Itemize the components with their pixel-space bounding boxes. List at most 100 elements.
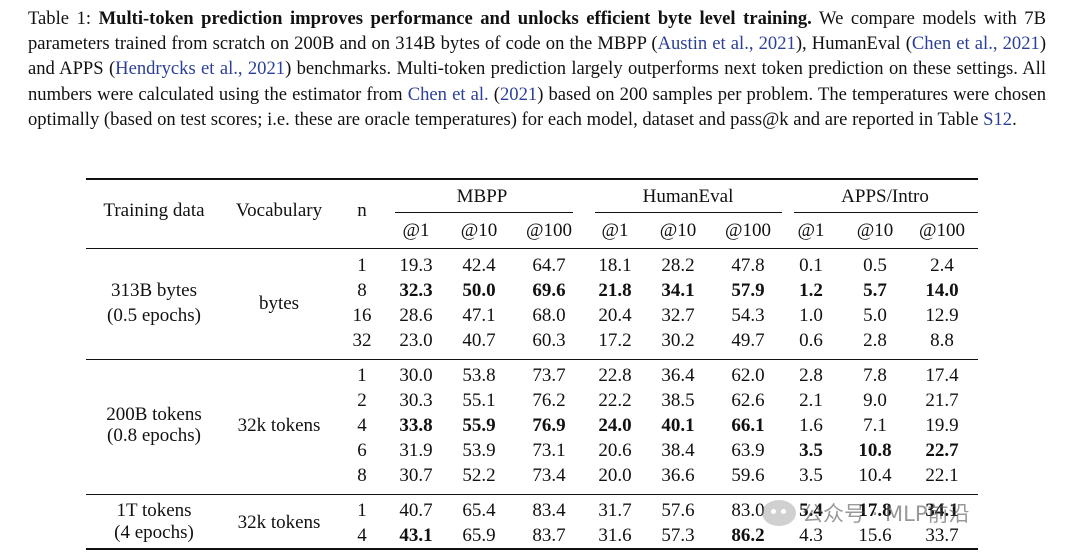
table-cell: 62.0 [731,365,765,386]
n-value: 8 [357,280,367,301]
training-data-label: (0.8 epochs) [107,425,201,446]
table-cell: 31.9 [399,440,433,461]
watermark: 公众号 · MLP前沿 [762,496,970,530]
table-cell: 33.7 [925,525,959,546]
caption-text: . [1012,108,1017,130]
table-cell: 40.1 [661,415,695,436]
group-header: APPS/Intro [841,186,929,207]
training-data-label: 1T tokens [116,500,192,521]
n-value: 16 [352,305,372,326]
vocabulary-label: bytes [258,293,300,314]
table-cell: 2.1 [799,390,823,411]
n-value: 4 [357,415,367,436]
table-cell: 32.7 [661,305,695,326]
table-cell: 73.1 [532,440,566,461]
table-cell: 40.7 [462,330,496,351]
table-cell: 20.0 [598,465,632,486]
vocabulary-label: 32k tokens [237,512,321,533]
table-cell: 31.7 [598,500,632,521]
n-value: 4 [357,525,367,546]
n-value: 1 [357,255,367,276]
table-cell: 83.7 [532,525,566,546]
vocabulary-label: 32k tokens [237,415,321,436]
subcolumn-header: @1 [601,220,629,241]
table-cell: 19.9 [925,415,959,436]
table-cell: 42.4 [462,255,496,276]
caption-title: Multi-token prediction improves performa… [98,8,812,29]
table-cell: 17.4 [925,365,959,386]
apps-group-rule [794,212,978,213]
table-caption: Table 1: Multi-token prediction improves… [28,6,1046,132]
table-cell: 7.1 [863,415,887,436]
table-cell: 22.7 [925,440,959,461]
n-value: 1 [357,365,367,386]
table-cell: 1.2 [799,280,823,301]
table-cell: 33.8 [399,415,433,436]
caption-text: We compare models with 7B parameters tra… [28,8,1046,55]
table-cell: 4.3 [799,525,823,546]
table-cell: 8.8 [930,330,954,351]
table-cell: 0.6 [799,330,823,351]
table-ref-link-s12[interactable]: S12 [983,108,1013,130]
table-cell: 5.7 [863,280,887,301]
caption-text: ), HumanEval ( [795,33,912,55]
table-cell: 86.2 [731,525,765,546]
table-cell: 5.4 [799,500,823,521]
subcolumn-header: @1 [797,220,825,241]
training-data-label: (4 epochs) [114,522,194,543]
table-cell: 43.1 [399,525,433,546]
table-cell: 9.0 [863,390,887,411]
caption-text: ( [488,83,500,105]
table-cell: 0.1 [799,255,823,276]
table-cell: 20.6 [598,440,632,461]
citation-link-hendrycks[interactable]: Hendrycks et al., 2021 [115,58,286,80]
bottom-rule [86,548,978,550]
table-cell: 30.3 [399,390,433,411]
table-cell: 2.4 [930,255,954,276]
table-cell: 65.4 [462,500,496,521]
subcolumn-header: @10 [659,220,697,241]
table-cell: 21.7 [925,390,959,411]
training-data-label: 200B tokens [106,404,202,425]
table-cell: 49.7 [731,330,765,351]
table-cell: 36.6 [661,465,695,486]
table-cell: 73.4 [532,465,566,486]
table-cell: 17.2 [598,330,632,351]
table-cell: 57.9 [731,280,765,301]
n-value: 32 [352,330,372,351]
table-cell: 83.4 [532,500,566,521]
watermark-text: 公众号 · MLP前沿 [802,502,970,526]
table-cell: 40.7 [399,500,433,521]
table-cell: 76.2 [532,390,566,411]
table-cell: 36.4 [661,365,695,386]
table-cell: 30.0 [399,365,433,386]
citation-link-austin[interactable]: Austin et al., 2021 [657,33,796,55]
table-cell: 55.1 [462,390,496,411]
n-value: 2 [357,390,367,411]
table-cell: 57.6 [661,500,695,521]
subcolumn-header: @100 [919,220,965,241]
table-cell: 2.8 [863,330,887,351]
training-data-label: (0.5 epochs) [107,305,201,326]
results-table: Training data Vocabulary n MBPP HumanEval APP… [86,178,978,550]
table-cell: 2.8 [799,365,823,386]
subcolumn-header: @100 [526,220,572,241]
citation-link-chen-year[interactable]: 2021 [500,83,538,105]
table-cell: 47.8 [731,255,765,276]
subcolumn-header: @10 [460,220,498,241]
table-cell: 50.0 [462,280,496,301]
table-cell: 30.2 [661,330,695,351]
caption-text: ) based on 200 samples per problem. The … [28,83,1046,130]
table-cell: 38.4 [661,440,695,461]
table-cell: 57.3 [661,525,695,546]
table-cell: 38.5 [661,390,695,411]
table-cell: 28.2 [661,255,695,276]
table-cell: 62.6 [731,390,765,411]
table-cell: 59.6 [731,465,765,486]
block-rule [86,494,978,495]
table-cell: 15.6 [858,525,892,546]
table-cell: 10.8 [858,440,892,461]
table-cell: 63.9 [731,440,765,461]
citation-link-chen-author[interactable]: Chen et al. [407,83,489,105]
citation-link-chen[interactable]: Chen et al., 2021 [911,33,1040,55]
